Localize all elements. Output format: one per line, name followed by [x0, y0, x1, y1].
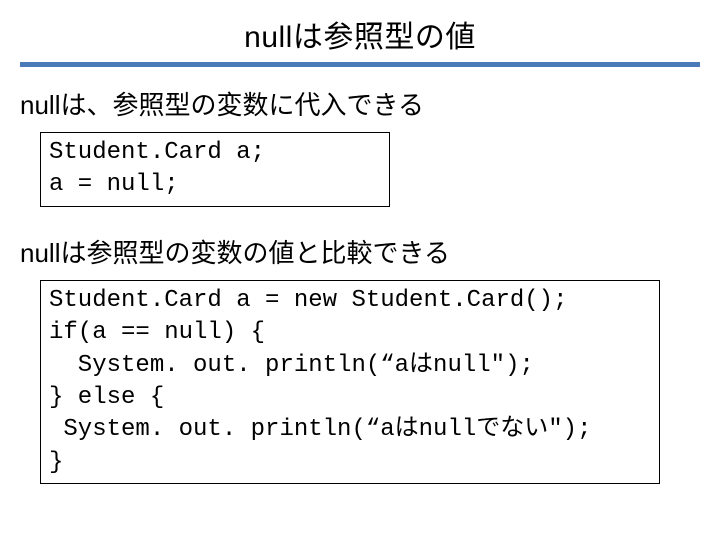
code-block-1: Student.Card a; a = null; [40, 132, 390, 207]
section2-lead: nullは参照型の変数の値と比較できる [20, 233, 700, 270]
code-block-2: Student.Card a = new Student.Card(); if(… [40, 280, 660, 484]
title-rule [20, 62, 700, 67]
slide: nullは参照型の値 nullは、参照型の変数に代入できる Student.Ca… [0, 0, 720, 540]
section1-lead: nullは、参照型の変数に代入できる [20, 85, 700, 122]
slide-title: nullは参照型の値 [20, 12, 700, 56]
